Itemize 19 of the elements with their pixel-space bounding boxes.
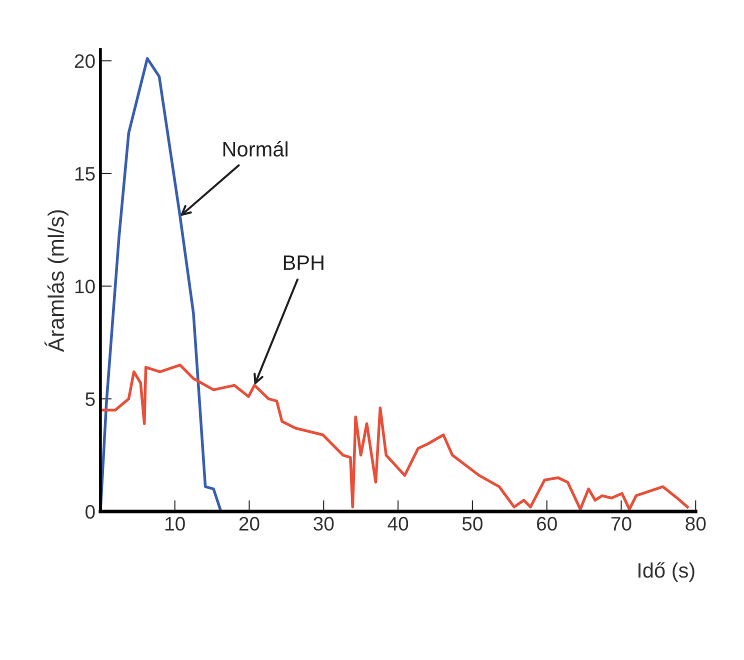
x-tick-label: 60 — [537, 516, 557, 531]
y-tick-label: 20 — [74, 54, 95, 68]
x-tick-label: 80 — [686, 516, 706, 531]
line-series — [100, 364, 689, 511]
y-tick-label: 0 — [86, 504, 95, 519]
x-axis-title: Idő (s) — [638, 562, 694, 582]
annotation: BPH — [284, 256, 324, 270]
x-tick-label: 10 — [166, 516, 185, 531]
y-tick-label: 10 — [75, 280, 95, 294]
y-axis-title: Áramlás (ml/s) — [44, 210, 68, 352]
line-series — [100, 57, 222, 512]
x-tick-label: 30 — [314, 516, 334, 531]
y-tick-label: 5 — [86, 392, 95, 406]
annotation: Normál — [223, 141, 288, 157]
x-tick-label: 40 — [388, 516, 408, 531]
x-tick-label: 70 — [611, 516, 632, 531]
y-tick-label: 15 — [75, 167, 95, 181]
x-tick-label: 50 — [462, 516, 482, 531]
x-tick-label: 20 — [239, 516, 260, 531]
